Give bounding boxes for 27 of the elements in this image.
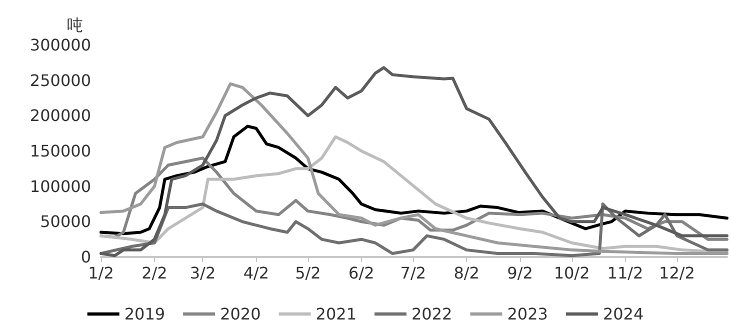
x-tick-label: 8/2 [454, 264, 480, 282]
y-tick-label: 150000 [30, 142, 91, 160]
x-tick-label: 3/2 [190, 264, 216, 282]
x-tick-label: 11/2 [607, 264, 644, 282]
legend-label: 2024 [602, 304, 644, 324]
y-tick-label: 0 [80, 248, 91, 266]
x-tick-label: 1/2 [88, 264, 114, 282]
x-tick-label: 5/2 [295, 264, 321, 282]
y-axis-title: 吨 [67, 16, 83, 34]
x-tick-label: 10/2 [554, 264, 590, 282]
legend-label: 2023 [507, 304, 548, 324]
x-tick-label: 9/2 [507, 264, 533, 282]
y-tick-label: 300000 [30, 36, 91, 54]
x-tick-label: 12/2 [659, 264, 695, 282]
y-tick-label: 100000 [30, 176, 91, 196]
legend-label: 2022 [412, 304, 452, 324]
x-tick-label: 4/2 [243, 264, 270, 282]
legend-label: 2021 [316, 304, 356, 324]
x-tick-label: 6/2 [348, 264, 374, 282]
y-tick-label: 200000 [30, 106, 91, 126]
y-tick-label: 250000 [30, 70, 91, 90]
line-series [100, 124, 728, 236]
x-tick-label: 2/2 [142, 264, 168, 282]
legend-label: 2019 [124, 304, 166, 324]
legend-label: 2020 [220, 304, 261, 324]
y-tick-label: 50000 [40, 212, 91, 232]
x-tick-label: 7/2 [400, 264, 426, 282]
